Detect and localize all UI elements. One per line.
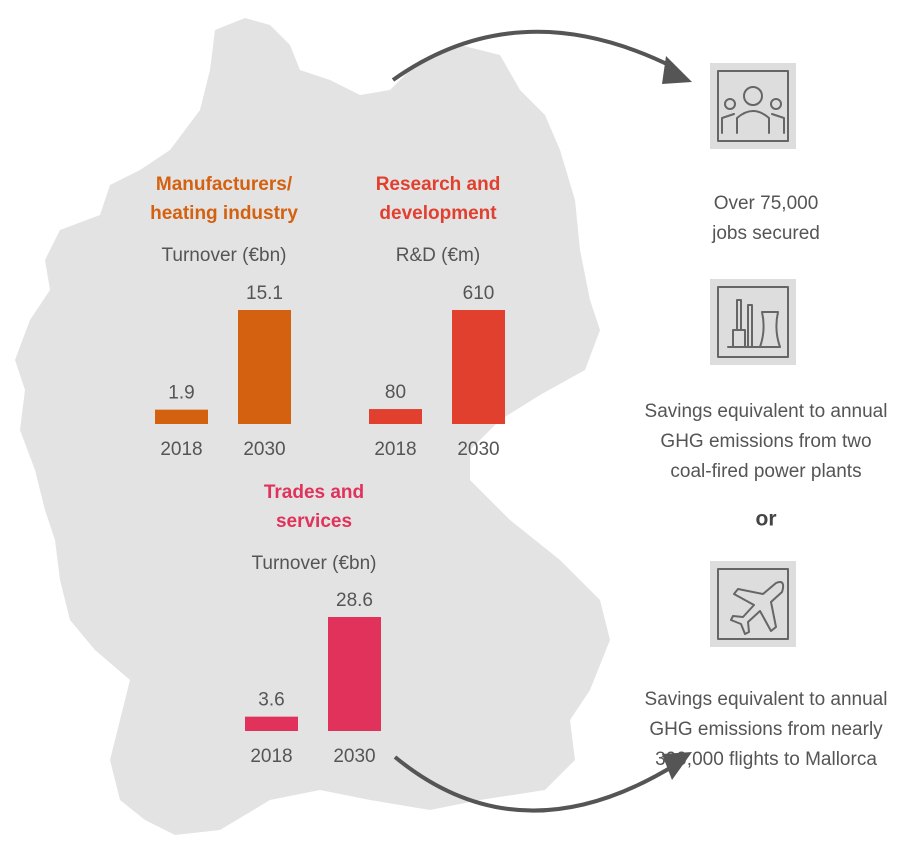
chart-title: Manufacturers/ bbox=[156, 174, 293, 195]
x-tick-label: 2030 bbox=[333, 746, 375, 767]
chart-title: Research and bbox=[376, 174, 501, 195]
arrow-bottom bbox=[393, 755, 677, 813]
map-germany bbox=[15, 18, 610, 835]
chart-subtitle: R&D (€m) bbox=[396, 245, 480, 266]
x-tick-label: 2030 bbox=[243, 439, 285, 460]
chart-title: services bbox=[276, 511, 352, 532]
arrow-top bbox=[391, 29, 676, 82]
bar bbox=[238, 310, 291, 424]
x-tick-label: 2030 bbox=[457, 439, 499, 460]
x-tick-label: 2018 bbox=[160, 439, 202, 460]
value-label: 3.6 bbox=[258, 690, 284, 711]
arrowhead-bottom bbox=[662, 752, 692, 780]
bar bbox=[245, 716, 298, 731]
chart-title: heating industry bbox=[150, 203, 298, 224]
outcome-text: GHG emissions from two bbox=[660, 431, 871, 452]
bar bbox=[328, 617, 381, 731]
bar bbox=[452, 310, 505, 424]
value-label: 80 bbox=[385, 382, 406, 403]
value-label: 610 bbox=[463, 283, 495, 304]
outcome-text: jobs secured bbox=[711, 223, 820, 244]
value-label: 28.6 bbox=[336, 590, 373, 611]
bar bbox=[155, 409, 208, 424]
x-tick-label: 2018 bbox=[250, 746, 292, 767]
icon-people bbox=[717, 70, 789, 142]
outcome-text: 300,000 flights to Mallorca bbox=[655, 749, 877, 770]
arrowhead-top bbox=[662, 56, 692, 84]
conjunction: or bbox=[756, 508, 777, 531]
value-label: 15.1 bbox=[246, 283, 283, 304]
bar bbox=[369, 409, 422, 424]
chart-subtitle: Turnover (€bn) bbox=[162, 245, 287, 266]
icon-power-plant bbox=[717, 286, 789, 358]
outcome-text: coal-fired power plants bbox=[670, 461, 861, 482]
outcome-text: GHG emissions from nearly bbox=[649, 719, 883, 740]
outcome-text: Savings equivalent to annual bbox=[645, 401, 888, 422]
chart-subtitle: Turnover (€bn) bbox=[252, 553, 377, 574]
value-label: 1.9 bbox=[168, 383, 194, 404]
chart-title: Trades and bbox=[264, 482, 364, 503]
icon-plane bbox=[717, 568, 789, 640]
x-tick-label: 2018 bbox=[374, 439, 416, 460]
outcome-text: Savings equivalent to annual bbox=[645, 689, 888, 710]
chart-title: development bbox=[379, 203, 497, 224]
outcome-text: Over 75,000 bbox=[714, 193, 819, 214]
